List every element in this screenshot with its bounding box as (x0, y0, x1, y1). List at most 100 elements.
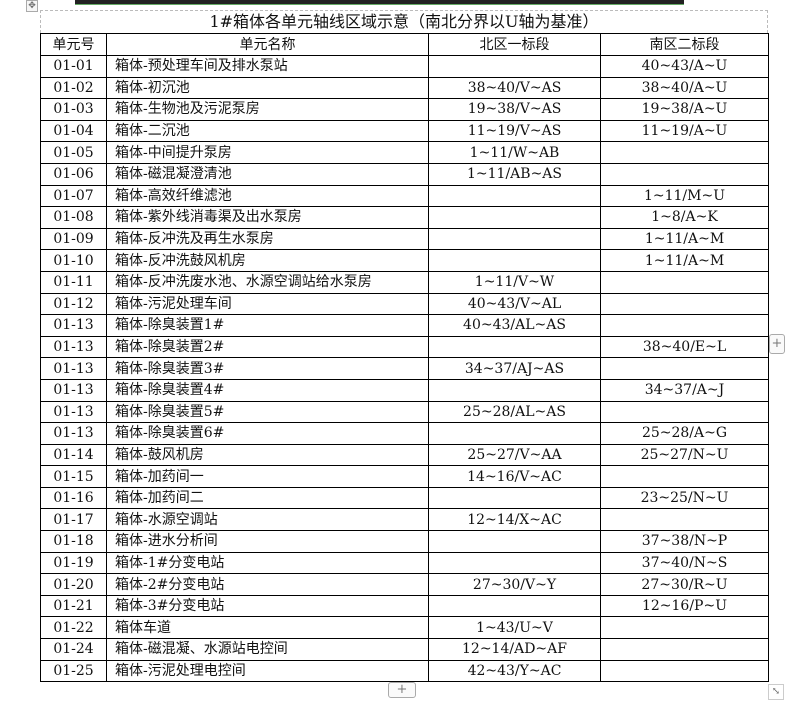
unit-name-cell: 箱体-除臭装置5# (106, 400, 429, 424)
unit-no-cell: 01-13 (40, 378, 107, 402)
unit-no-cell: 01-11 (40, 270, 107, 294)
unit-name-cell: 箱体-反冲洗及再生水泵房 (106, 227, 429, 251)
north-cell (428, 551, 601, 575)
unit-no-cell: 01-02 (40, 76, 107, 100)
unit-name-cell: 箱体-磁混凝澄清池 (106, 162, 429, 186)
table-move-handle-icon[interactable]: ✥ (26, 0, 38, 12)
unit-no-cell: 01-13 (40, 357, 107, 380)
page-top-border (75, 0, 684, 5)
south-cell (600, 400, 769, 424)
table-row: 01-13 箱体-除臭装置2# 38~40/E~L (40, 335, 769, 359)
north-cell: 1~11/AB~AS (428, 162, 601, 186)
unit-no-cell: 01-21 (40, 594, 107, 618)
table-row: 01-11 箱体-反冲洗废水池、水源空调站给水泵房 1~11/V~W (40, 270, 769, 294)
add-column-button[interactable]: + (769, 334, 785, 354)
header-south: 南区二标段 (600, 33, 769, 56)
table-row: 01-13 箱体-除臭装置6# 25~28/A~G (40, 422, 769, 445)
table-row: 01-07 箱体-高效纤维滤池 1~11/M~U (40, 184, 769, 208)
unit-name-cell: 箱体-除臭装置4# (106, 378, 429, 402)
unit-name-cell: 箱体-污泥处理电控间 (106, 659, 429, 683)
table-row: 01-21 箱体-3#分变电站 12~16/P~U (40, 594, 769, 618)
unit-no-cell: 01-20 (40, 573, 107, 596)
unit-name-cell: 箱体-除臭装置6# (106, 422, 429, 445)
unit-name-cell: 箱体-1#分变电站 (106, 551, 429, 575)
north-cell: 38~40/V~AS (428, 76, 601, 100)
south-cell (600, 465, 769, 488)
unit-name-cell: 箱体-反冲洗废水池、水源空调站给水泵房 (106, 270, 429, 294)
table-row: 01-06 箱体-磁混凝澄清池 1~11/AB~AS (40, 162, 769, 186)
unit-no-cell: 01-07 (40, 184, 107, 208)
unit-name-cell: 箱体-生物池及污泥泵房 (106, 98, 429, 121)
table-row: 01-20 箱体-2#分变电站 27~30/V~Y 27~30/R~U (40, 573, 769, 596)
unit-no-cell: 01-01 (40, 55, 107, 78)
south-cell: 25~27/N~U (600, 443, 769, 467)
north-cell: 25~28/AL~AS (428, 400, 601, 424)
table-row: 01-02 箱体-初沉池 38~40/V~AS 38~40/A~U (40, 76, 769, 100)
table-row: 01-15 箱体-加药间一 14~16/V~AC (40, 465, 769, 488)
table-row: 01-18 箱体-进水分析间 37~38/N~P (40, 530, 769, 553)
table-row: 01-13 箱体-除臭装置1# 40~43/AL~AS (40, 314, 769, 337)
unit-no-cell: 01-15 (40, 465, 107, 488)
south-cell (600, 292, 769, 316)
table-row: 01-17 箱体-水源空调站 12~14/X~AC (40, 508, 769, 532)
unit-name-cell: 箱体-水源空调站 (106, 508, 429, 532)
north-cell (428, 486, 601, 510)
south-cell (600, 270, 769, 294)
unit-name-cell: 箱体-反冲洗鼓风机房 (106, 249, 429, 272)
unit-name-cell: 箱体-紫外线消毒渠及出水泵房 (106, 206, 429, 229)
table-row: 01-14 箱体-鼓风机房 25~27/V~AA 25~27/N~U (40, 443, 769, 467)
header-unit-no: 单元号 (40, 33, 107, 56)
table-resize-icon[interactable]: ⤡ (768, 684, 784, 700)
unit-no-cell: 01-22 (40, 616, 107, 640)
north-cell: 14~16/V~AC (428, 465, 601, 488)
north-cell: 19~38/V~AS (428, 98, 601, 121)
south-cell (600, 357, 769, 380)
table-row: 01-03 箱体-生物池及污泥泵房 19~38/V~AS 19~38/A~U (40, 98, 769, 121)
north-cell (428, 55, 601, 78)
north-cell: 25~27/V~AA (428, 443, 601, 467)
unit-no-cell: 01-19 (40, 551, 107, 575)
unit-no-cell: 01-25 (40, 659, 107, 683)
unit-no-cell: 01-24 (40, 638, 107, 661)
unit-no-cell: 01-03 (40, 98, 107, 121)
unit-name-cell: 箱体-鼓风机房 (106, 443, 429, 467)
unit-name-cell: 箱体-磁混凝、水源站电控间 (106, 638, 429, 661)
table-title: 1#箱体各单元轴线区域示意（南北分界以U轴为基准） (40, 10, 768, 33)
table-row: 01-09 箱体-反冲洗及再生水泵房 1~11/A~M (40, 227, 769, 251)
unit-no-cell: 01-04 (40, 119, 107, 143)
south-cell: 12~16/P~U (600, 594, 769, 618)
unit-no-cell: 01-12 (40, 292, 107, 316)
north-cell: 42~43/Y~AC (428, 659, 601, 683)
south-cell (600, 141, 769, 164)
unit-name-cell: 箱体-除臭装置1# (106, 314, 429, 337)
south-cell: 23~25/N~U (600, 486, 769, 510)
unit-name-cell: 箱体-除臭装置2# (106, 335, 429, 359)
table-row: 01-16 箱体-加药间二 23~25/N~U (40, 486, 769, 510)
south-cell: 40~43/A~U (600, 55, 769, 78)
south-cell: 1~11/M~U (600, 184, 769, 208)
unit-no-cell: 01-17 (40, 508, 107, 532)
north-cell (428, 378, 601, 402)
south-cell: 38~40/E~L (600, 335, 769, 359)
unit-name-cell: 箱体-加药间二 (106, 486, 429, 510)
unit-name-cell: 箱体-预处理车间及排水泵站 (106, 55, 429, 78)
add-row-button[interactable]: + (388, 682, 416, 698)
table-row: 01-08 箱体-紫外线消毒渠及出水泵房 1~8/A~K (40, 206, 769, 229)
table-row: 01-13 箱体-除臭装置5# 25~28/AL~AS (40, 400, 769, 424)
header-north: 北区一标段 (428, 33, 601, 56)
header-unit-name: 单元名称 (106, 33, 429, 56)
unit-no-cell: 01-10 (40, 249, 107, 272)
unit-name-cell: 箱体-进水分析间 (106, 530, 429, 553)
unit-no-cell: 01-09 (40, 227, 107, 251)
table-row: 01-10 箱体-反冲洗鼓风机房 1~11/A~M (40, 249, 769, 272)
north-cell: 34~37/AJ~AS (428, 357, 601, 380)
south-cell (600, 616, 769, 640)
table-row: 01-01 箱体-预处理车间及排水泵站 40~43/A~U (40, 55, 769, 78)
unit-no-cell: 01-13 (40, 314, 107, 337)
unit-name-cell: 箱体-中间提升泵房 (106, 141, 429, 164)
unit-no-cell: 01-18 (40, 530, 107, 553)
table-row: 01-13 箱体-除臭装置3# 34~37/AJ~AS (40, 357, 769, 380)
north-cell: 40~43/AL~AS (428, 314, 601, 337)
north-cell: 27~30/V~Y (428, 573, 601, 596)
north-cell: 11~19/V~AS (428, 119, 601, 143)
